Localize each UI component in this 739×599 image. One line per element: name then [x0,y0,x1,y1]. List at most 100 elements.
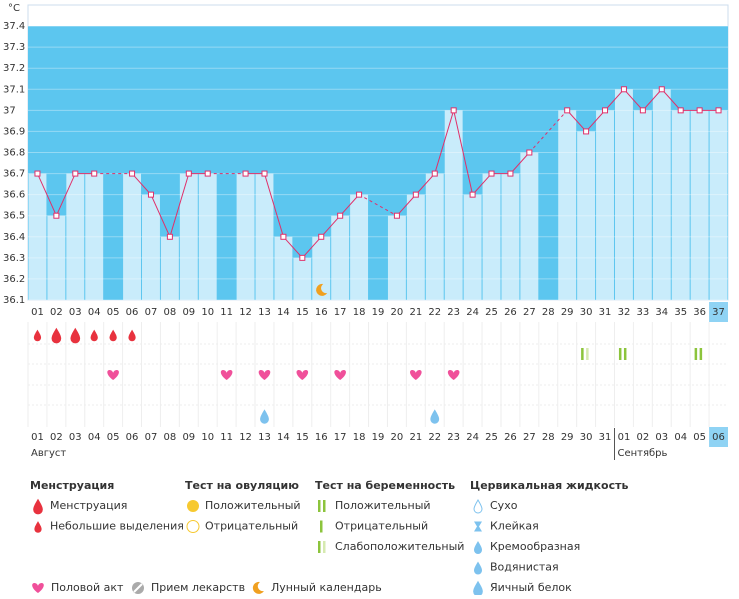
y-tick-label: 37 [3,105,16,116]
bar [596,110,614,300]
y-tick-label: 36.8 [3,148,25,159]
icon [320,520,323,533]
cycle-day: 09 [182,307,195,318]
date: 30 [580,432,593,443]
point [526,149,533,156]
point [450,107,457,114]
cycle-day: 17 [334,307,347,318]
cycle-day: 30 [580,307,593,318]
icon [34,521,42,533]
date: 25 [485,432,498,443]
bar [709,110,728,300]
cycle-day: 33 [636,307,649,318]
y-tick-label: 36.2 [3,274,25,285]
date: 02 [50,432,63,443]
date: 22 [428,432,441,443]
preg-positive [618,348,622,360]
intercourse [334,370,346,380]
cycle-day: 24 [466,307,479,318]
menstruation-heavy [70,327,81,344]
point [299,254,306,261]
date: 11 [220,432,233,443]
intercourse [220,370,233,380]
lunar [316,283,328,296]
icon [473,580,483,597]
point [34,170,41,177]
bar [312,236,331,300]
egg-white [430,409,440,424]
cycle-day: 11 [220,307,233,318]
cycle-day: 05 [107,307,120,318]
icon [323,541,326,553]
date: 07 [145,432,158,443]
intercourse [447,370,460,380]
cycle-day: 01 [31,307,44,318]
point [185,170,192,177]
cycle-day: 27 [523,307,536,318]
cycle-day: 31 [599,307,612,318]
cycle-day: 25 [485,307,498,318]
day-highlight [709,302,728,322]
bar [463,194,482,300]
cycle-day: 08 [164,307,177,318]
cycle-day: 12 [239,307,252,318]
date: 21 [409,432,422,443]
date: 27 [523,432,536,443]
icon [186,520,200,533]
date: 01 [618,432,631,443]
legend-title: Цервикальная жидкость [470,479,628,492]
date: 03 [655,432,668,443]
bar [444,110,463,300]
y-tick-label: 37.4 [3,21,25,32]
date: 16 [315,432,328,443]
cycle-day: 03 [69,307,82,318]
y-tick-label: 36.9 [3,126,25,137]
icon [318,500,321,512]
point [166,233,173,240]
point [412,191,419,198]
menstruation-light [109,329,117,342]
cycle-day: 04 [88,307,101,318]
cycle-day: 22 [428,307,441,318]
y-tick-label: 37.1 [3,84,25,95]
icon [474,521,482,532]
bar [350,194,369,300]
point [147,191,154,198]
date: 05 [107,432,120,443]
bar [633,110,652,300]
icon [33,498,43,515]
menstruation-light [128,329,136,342]
cycle-day: 36 [693,307,706,318]
y-tick-label: 36.5 [3,211,25,222]
date: 15 [296,432,309,443]
bar [198,173,217,300]
cycle-day: 29 [561,307,574,318]
point [53,212,60,219]
legend-item: Положительный [205,499,301,512]
date: 20 [391,432,404,443]
point [242,170,249,177]
legend-item: Отрицательный [335,520,428,533]
legend-item: Менструация [50,499,127,512]
icon [473,499,483,514]
legend-title: Тест на овуляцию [185,479,299,492]
cycle-day: 28 [542,307,555,318]
bar [501,173,520,300]
preg-positive [694,348,698,360]
point [204,170,211,177]
bar [520,152,539,300]
date: 09 [182,432,195,443]
point [129,170,136,177]
date: 02 [636,432,649,443]
date: 05 [693,432,706,443]
cycle-day: 10 [201,307,214,318]
date: 04 [88,432,101,443]
intercourse [296,370,309,380]
icon [318,541,321,553]
cycle-day: 15 [296,307,309,318]
intercourse [410,370,422,380]
legend-item: Яичный белок [490,581,572,594]
bar [331,215,350,300]
bar [85,173,104,300]
date: 01 [31,432,44,443]
